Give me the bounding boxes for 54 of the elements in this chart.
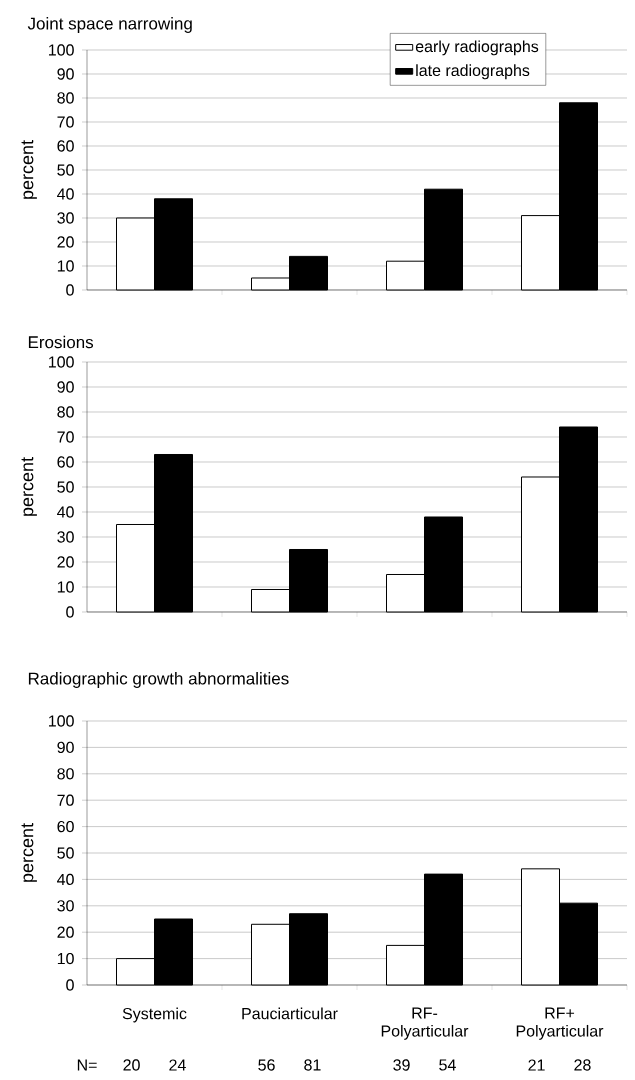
y-axis-title: percent xyxy=(21,823,37,882)
y-tick-label: 80 xyxy=(57,768,74,780)
x-tick-label: Pauciarticular xyxy=(242,1007,338,1020)
y-tick-label: 50 xyxy=(57,847,74,859)
y-tick-label: 20 xyxy=(57,556,74,568)
y-tick-label: 90 xyxy=(57,381,74,393)
text: 21 xyxy=(528,1059,545,1071)
y-tick-label: 60 xyxy=(57,456,74,468)
y-axis-title: percent xyxy=(21,457,37,516)
chart-title: Erosions xyxy=(28,335,94,349)
y-tick-label: 50 xyxy=(57,164,74,176)
chart-title: Joint space narrowing xyxy=(27,17,192,33)
y-tick-label: 20 xyxy=(57,926,74,938)
y-tick-label: 50 xyxy=(57,481,74,493)
y-tick-label: 40 xyxy=(57,873,74,886)
y-tick-label: 40 xyxy=(57,506,74,518)
y-tick-label: 90 xyxy=(57,68,74,80)
x-tick-label: Systemic xyxy=(122,1007,187,1023)
y-axis-title: percent xyxy=(21,140,37,199)
y-tick-label: 100 xyxy=(48,715,74,727)
text: 54 xyxy=(439,1059,456,1071)
y-tick-label: 60 xyxy=(57,820,74,833)
y-tick-label: 30 xyxy=(57,212,74,224)
text: N= xyxy=(77,1059,97,1071)
y-tick-label: 90 xyxy=(57,741,74,754)
y-tick-label: 40 xyxy=(57,188,74,200)
y-tick-label: 10 xyxy=(57,952,74,965)
text: 24 xyxy=(169,1059,186,1071)
x-tick-label: RF- Polyarticular xyxy=(381,1007,469,1040)
text: 20 xyxy=(123,1059,140,1071)
text: 28 xyxy=(574,1059,591,1071)
y-tick-label: 20 xyxy=(57,236,74,248)
y-tick-label: 100 xyxy=(48,44,74,56)
y-tick-label: 0 xyxy=(66,979,74,991)
text: 56 xyxy=(258,1059,275,1071)
y-tick-label: 30 xyxy=(57,531,74,543)
y-tick-label: 0 xyxy=(66,284,74,296)
y-tick-label: 80 xyxy=(57,406,74,418)
y-tick-label: 0 xyxy=(66,606,74,618)
text: 81 xyxy=(304,1059,321,1071)
legend-label: late radiographs xyxy=(416,64,530,80)
y-tick-label: 70 xyxy=(57,116,74,128)
y-tick-label: 70 xyxy=(57,431,74,443)
y-tick-label: 100 xyxy=(48,356,74,368)
y-tick-label: 10 xyxy=(57,260,74,272)
x-tick-label: RF+ Polyarticular xyxy=(516,1007,604,1040)
y-tick-label: 30 xyxy=(57,900,74,912)
y-tick-label: 70 xyxy=(57,794,74,806)
y-tick-label: 10 xyxy=(57,581,74,593)
chart-title: Radiographic growth abnormalities xyxy=(28,672,289,688)
legend-label: early radiographs xyxy=(415,40,539,56)
text: 39 xyxy=(393,1059,410,1071)
y-tick-label: 80 xyxy=(57,92,74,104)
y-tick-label: 60 xyxy=(57,140,74,152)
